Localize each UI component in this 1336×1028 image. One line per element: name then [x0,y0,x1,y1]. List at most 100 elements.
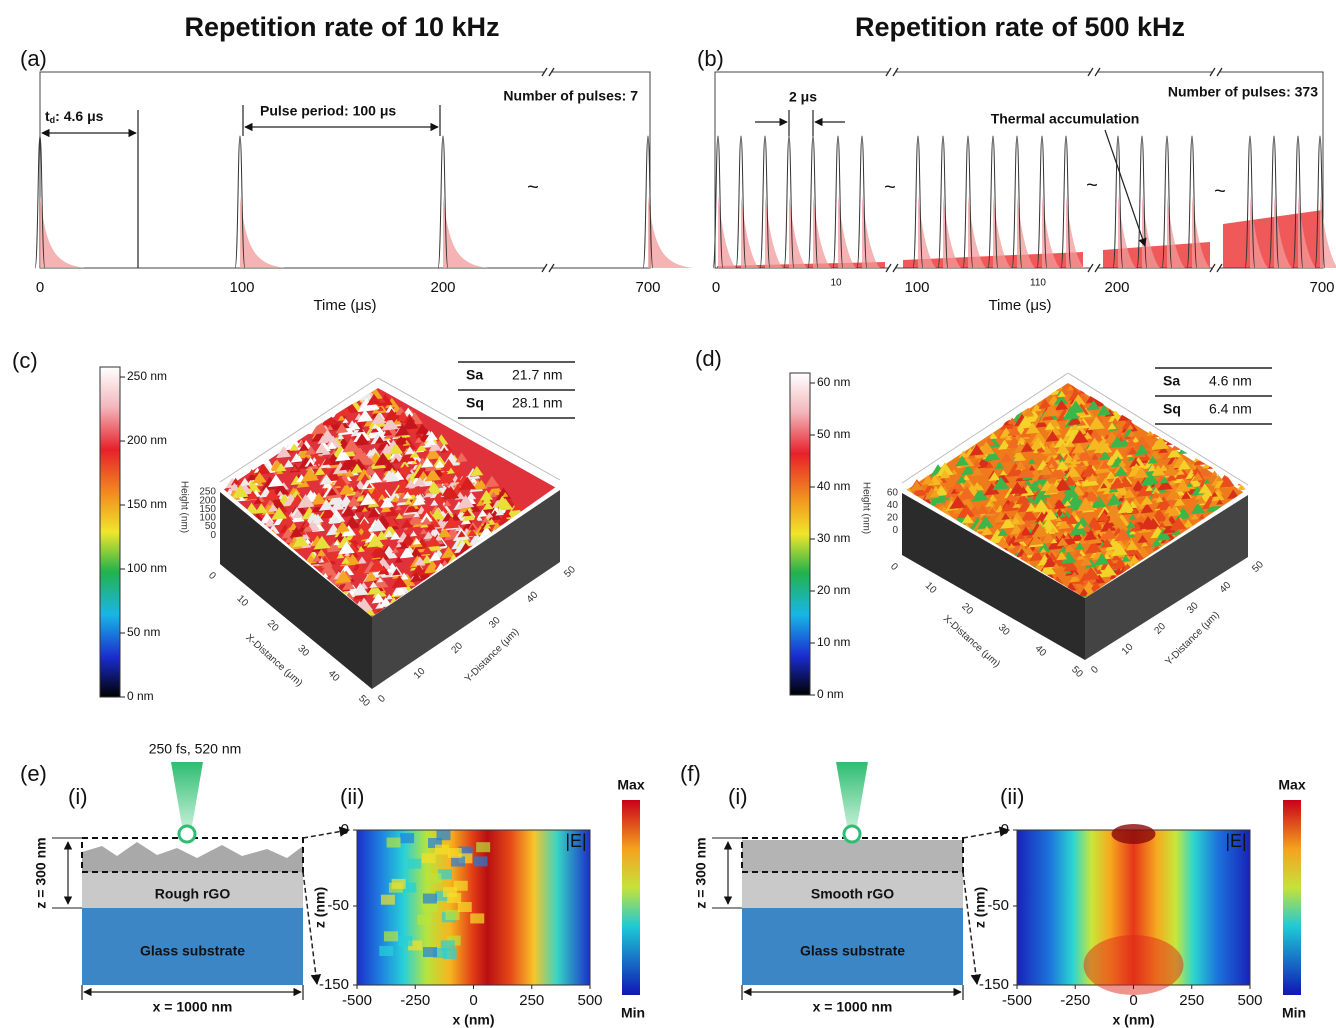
surface-facet [1015,461,1027,471]
pulse-tail [40,195,85,268]
x-tick-label: 250 [1179,992,1204,1009]
surface-facet [380,504,392,513]
axis-break [892,67,899,77]
colorbar [789,372,811,696]
surface-facet [443,516,460,530]
rgo-rough [82,842,303,872]
surface-facet [1066,460,1073,466]
surface-facet [1112,557,1128,570]
surface-facet [910,480,924,492]
surface-facet [352,448,367,460]
td-text: : 4.6 μs [55,108,103,124]
surface-facet [1125,438,1137,447]
break-symbol: ~ [1214,180,1226,202]
surface-facet [1092,523,1103,531]
surface-facet [1032,499,1050,513]
field-cell [434,844,449,855]
surface-facet [1057,390,1066,398]
surface-facet [354,498,372,513]
surface-facet [368,558,386,572]
surface-facet [327,488,338,496]
surface-facet [1040,547,1047,553]
surface-facet [952,506,963,515]
surface-facet [989,495,998,502]
colorbar-label: 250 nm [127,369,167,383]
surface-facet [326,424,334,431]
panel-label: (e) [20,761,47,786]
surface-facet [1015,492,1030,505]
surface-facet [261,456,272,465]
z-tick-label: 20 [887,512,899,523]
surface-facet [318,429,336,443]
x-tick-label: 10 [830,278,842,289]
surface-facet [252,472,267,484]
surface-facet [314,466,326,476]
pulse-tail [918,195,936,268]
surface-facet [379,597,392,608]
surface-facet [395,435,407,445]
surface-facet [1176,468,1185,476]
surface-facet [253,497,262,505]
surface-facet [1167,505,1181,517]
surface-facet [470,465,484,477]
colorbar-label: 20 nm [817,583,850,597]
surface-facet [1109,477,1124,490]
surface-facet [343,515,361,530]
colorbar-label: 100 nm [127,561,167,575]
surface-facet [411,517,419,524]
surface-facet [977,515,994,530]
surface-facet [1237,483,1246,491]
field-cell [438,869,453,880]
surface-facet [319,474,334,485]
axis-break [1090,68,1098,76]
surface-facet [1034,485,1051,499]
surface-facet [377,393,393,407]
surface-side [372,490,560,689]
annotation: Pulse period: 100 μs [260,103,396,119]
x-tick-label: 20 [959,601,975,617]
surface-facet [961,513,974,524]
field-cell [442,949,457,960]
pulse-tail [1320,195,1336,268]
axis-break [1087,67,1094,77]
x-axis-label: x (nm) [1113,1012,1155,1028]
colorbar-label: 40 nm [817,479,850,493]
surface-facet [1108,485,1119,493]
surface-facet [276,468,284,475]
axis-break [1090,264,1098,272]
surface-facet [982,530,995,540]
z-tick-label: 150 [199,504,216,515]
pulse [912,135,924,269]
surface-facet [971,487,989,502]
surface-facet [270,507,288,520]
surface-facet [997,528,1008,537]
surface-facet [1173,497,1186,507]
surface-facet [298,443,309,452]
surface-facet [1100,538,1113,548]
surface-facet [456,494,475,509]
pulse-tail [1042,195,1060,268]
surface-facet [289,443,299,452]
surface-facet [395,542,403,548]
x-tick-label: 100 [904,279,929,296]
surface-facet [370,426,379,433]
surface-facet [292,509,304,519]
pulse [1244,135,1256,269]
surface-facet [1078,588,1090,597]
surface-facet [351,582,369,597]
surface-facet [1121,555,1131,563]
surface-facet [305,525,313,532]
surface-facet [1049,527,1057,533]
surface-facet [402,491,412,499]
surface-facet [413,511,420,518]
td-subscript: d [50,115,56,125]
surface-facet [1140,502,1154,514]
surface-facet [1026,532,1034,539]
table-cell: 28.1 nm [512,395,563,411]
surface-facet [421,516,432,526]
axis-break [1087,263,1094,273]
surface-facet [1070,571,1078,578]
rgo-layer [82,872,303,908]
surface-facet [1042,517,1055,528]
x-tick-label: 700 [1309,279,1334,296]
